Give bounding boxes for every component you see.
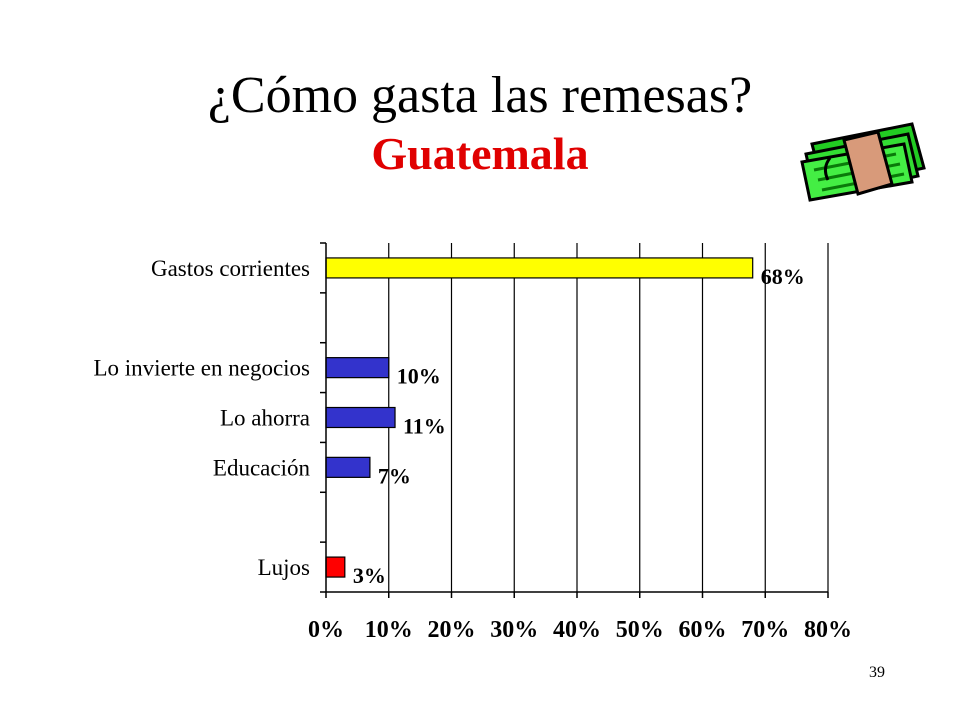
x-tick-label: 80% xyxy=(804,617,852,643)
x-tick-label: 10% xyxy=(365,617,413,643)
category-label: Lo ahorra xyxy=(220,406,310,431)
data-label: 7% xyxy=(378,463,411,488)
x-tick-label: 40% xyxy=(553,617,601,643)
x-tick-label: 20% xyxy=(428,617,476,643)
grid-layer xyxy=(388,243,829,592)
bar xyxy=(325,556,346,578)
data-label: 3% xyxy=(353,563,386,588)
x-tick-label: 70% xyxy=(741,617,789,643)
category-label: Educación xyxy=(213,455,311,480)
x-tick-label: 60% xyxy=(679,617,727,643)
data-label: 11% xyxy=(403,414,446,439)
slide-title: ¿Cómo gasta las remesas? xyxy=(207,67,753,124)
data-label: 10% xyxy=(397,364,441,389)
bar xyxy=(325,456,371,478)
x-tick-label: 50% xyxy=(616,617,664,643)
data-label: 68% xyxy=(761,264,805,289)
bar xyxy=(325,357,390,379)
page-number: 39 xyxy=(869,664,885,681)
money-stack-icon xyxy=(800,122,926,202)
bars-layer xyxy=(325,257,754,578)
x-tick-label: 30% xyxy=(490,617,538,643)
category-label: Lujos xyxy=(258,555,310,580)
axis-layer: 0% 10% 20% 30% 40% 50% 60% 70% 80% xyxy=(308,242,852,643)
slide-subtitle: Guatemala xyxy=(371,128,589,179)
title-block: ¿Cómo gasta las remesas? Guatemala xyxy=(0,66,960,182)
bar xyxy=(325,406,396,429)
category-label: Lo invierte en negocios xyxy=(93,356,310,381)
category-label: Gastos corrientes xyxy=(151,256,310,281)
bar xyxy=(325,257,754,279)
labels-layer: Gastos corrientes 68% Lo invierte en negoc… xyxy=(93,256,804,588)
x-tick-label: 0% xyxy=(308,617,344,643)
